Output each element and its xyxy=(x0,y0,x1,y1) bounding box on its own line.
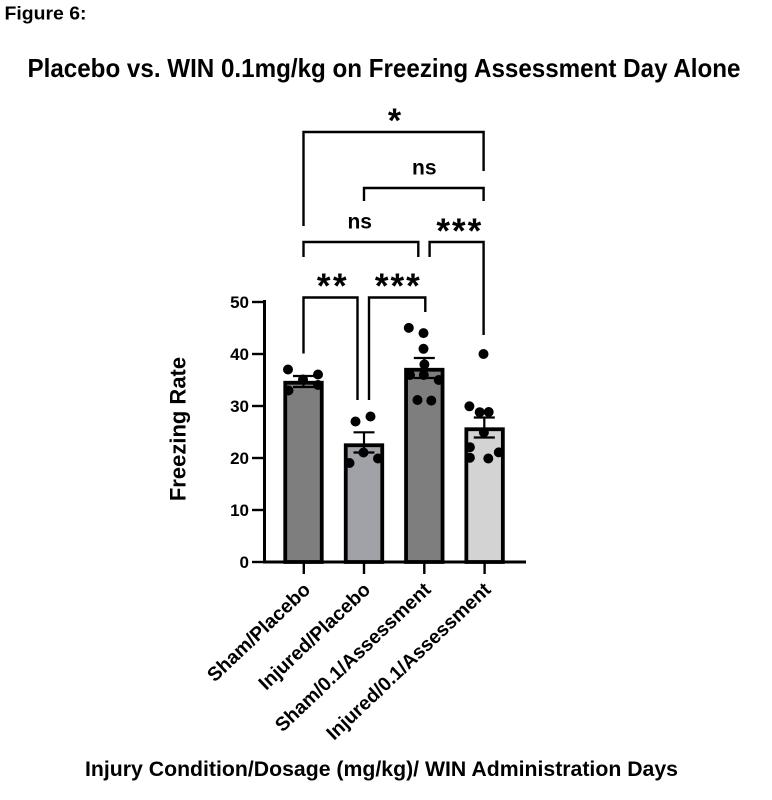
svg-text:**: ** xyxy=(317,267,349,306)
svg-text:0: 0 xyxy=(240,553,249,572)
svg-text:Figure 6:: Figure 6: xyxy=(5,4,87,24)
svg-text:40: 40 xyxy=(230,345,249,364)
svg-text:Injury Condition/Dosage (mg/kg: Injury Condition/Dosage (mg/kg)/ WIN Adm… xyxy=(85,757,678,781)
svg-text:50: 50 xyxy=(230,293,249,312)
svg-text:Placebo vs. WIN 0.1mg/kg on Fr: Placebo vs. WIN 0.1mg/kg on Freezing Ass… xyxy=(28,53,741,83)
svg-text:ns: ns xyxy=(347,211,372,234)
svg-text:ns: ns xyxy=(412,157,437,180)
svg-text:30: 30 xyxy=(230,397,249,416)
svg-text:10: 10 xyxy=(230,501,249,520)
svg-text:Freezing Rate: Freezing Rate xyxy=(166,357,191,501)
svg-text:20: 20 xyxy=(230,449,249,468)
svg-text:***: *** xyxy=(436,212,483,251)
svg-text:*: * xyxy=(388,102,402,140)
svg-text:***: *** xyxy=(375,267,422,306)
